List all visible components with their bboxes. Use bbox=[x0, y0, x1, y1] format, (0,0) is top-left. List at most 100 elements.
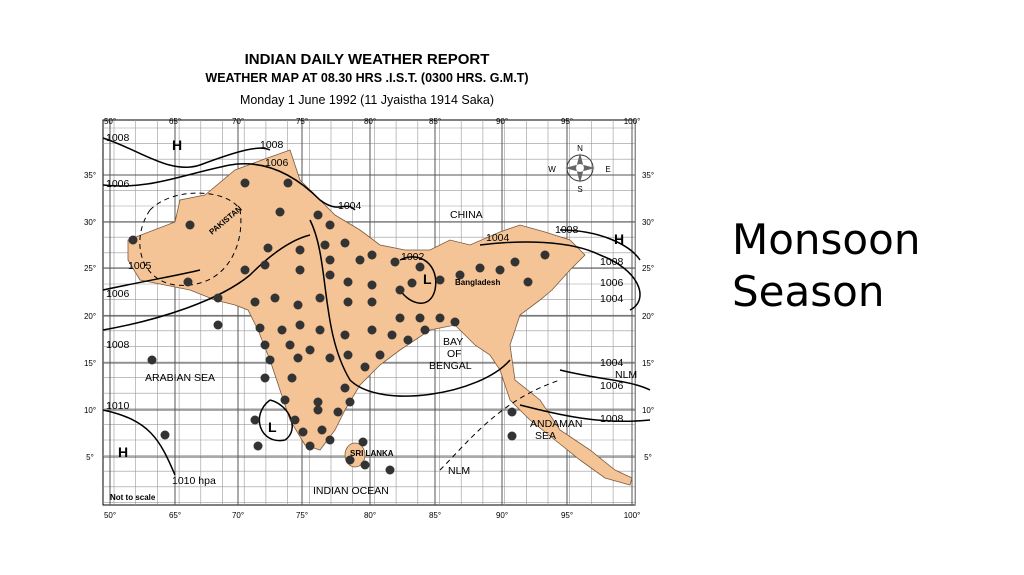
map-label: 1008 bbox=[600, 256, 624, 268]
station-dot bbox=[333, 407, 343, 417]
station-dot bbox=[305, 441, 315, 451]
station-dot bbox=[435, 275, 445, 285]
longitude-label: 50° bbox=[104, 117, 116, 126]
station-dot bbox=[275, 207, 285, 217]
longitude-label: 75° bbox=[296, 511, 308, 520]
station-dot bbox=[263, 243, 273, 253]
latitude-label: 20° bbox=[642, 312, 654, 321]
compass-label: E bbox=[605, 165, 610, 174]
station-dot bbox=[260, 373, 270, 383]
station-dot bbox=[293, 300, 303, 310]
map-label: SRI LANKA bbox=[350, 449, 394, 458]
map-label: SEA bbox=[535, 430, 556, 442]
map-label: CHINA bbox=[450, 209, 483, 221]
map-label: 1002 bbox=[401, 251, 425, 263]
station-dot bbox=[340, 330, 350, 340]
station-dot bbox=[358, 437, 368, 447]
station-dot bbox=[295, 265, 305, 275]
isobars bbox=[102, 137, 651, 476]
station-dot bbox=[343, 350, 353, 360]
latitude-label: 25° bbox=[84, 264, 96, 273]
longitude-label: 70° bbox=[232, 117, 244, 126]
compass-rose bbox=[565, 153, 595, 183]
map-label: H bbox=[614, 231, 624, 247]
station-dot bbox=[387, 330, 397, 340]
station-dot bbox=[407, 278, 417, 288]
station-dot bbox=[390, 257, 400, 267]
latitude-label: 25° bbox=[642, 264, 654, 273]
map-title: INDIAN DAILY WEATHER REPORT bbox=[245, 51, 490, 68]
station-dot bbox=[260, 340, 270, 350]
station-dot bbox=[343, 277, 353, 287]
station-dot bbox=[395, 313, 405, 323]
station-dot bbox=[360, 362, 370, 372]
station-dot bbox=[325, 435, 335, 445]
station-dot bbox=[415, 313, 425, 323]
station-dot bbox=[313, 210, 323, 220]
station-dot bbox=[213, 293, 223, 303]
map-label: Not to scale bbox=[110, 493, 156, 502]
station-dot bbox=[128, 235, 138, 245]
station-dot bbox=[540, 250, 550, 260]
longitude-label: 95° bbox=[561, 511, 573, 520]
dashed-lines bbox=[139, 192, 561, 471]
longitude-label: 65° bbox=[169, 117, 181, 126]
station-dot bbox=[495, 265, 505, 275]
station-dots bbox=[128, 178, 550, 475]
latitude-label: 15° bbox=[84, 359, 96, 368]
station-dot bbox=[325, 255, 335, 265]
map-label: OF bbox=[447, 348, 462, 360]
station-dot bbox=[420, 325, 430, 335]
station-dot bbox=[250, 297, 260, 307]
latitude-label: 5° bbox=[644, 453, 652, 462]
station-dot bbox=[295, 245, 305, 255]
station-dot bbox=[147, 355, 157, 365]
station-dot bbox=[360, 460, 370, 470]
latitude-label: 30° bbox=[84, 218, 96, 227]
station-dot bbox=[507, 431, 517, 441]
latitude-label: 20° bbox=[84, 312, 96, 321]
latitude-label: 5° bbox=[86, 453, 94, 462]
longitude-label: 85° bbox=[429, 511, 441, 520]
map-label: 1006 bbox=[600, 277, 624, 289]
station-dot bbox=[290, 415, 300, 425]
station-dot bbox=[270, 293, 280, 303]
station-dot bbox=[367, 250, 377, 260]
station-dot bbox=[355, 255, 365, 265]
map-label: 1010 hpa bbox=[172, 475, 216, 487]
station-dot bbox=[455, 270, 465, 280]
latitude-label: 35° bbox=[642, 171, 654, 180]
map-label: L bbox=[423, 271, 432, 287]
station-dot bbox=[315, 293, 325, 303]
map-label: 1006 bbox=[106, 288, 130, 300]
longitude-label: 50° bbox=[104, 511, 116, 520]
station-dot bbox=[325, 270, 335, 280]
map-label: 1006 bbox=[106, 178, 130, 190]
latitude-label: 10° bbox=[84, 406, 96, 415]
map-label: 1004 bbox=[338, 200, 362, 212]
map-label: 1008 bbox=[106, 339, 130, 351]
compass-label: N bbox=[577, 144, 583, 153]
station-dot bbox=[287, 373, 297, 383]
station-dot bbox=[340, 238, 350, 248]
map-label: 1008 bbox=[600, 413, 624, 425]
map-label: ARABIAN SEA bbox=[145, 372, 215, 384]
station-dot bbox=[160, 430, 170, 440]
station-dot bbox=[250, 415, 260, 425]
longitude-label: 70° bbox=[232, 511, 244, 520]
latitude-label: 15° bbox=[642, 359, 654, 368]
longitude-label: 100° bbox=[624, 117, 641, 126]
longitude-label: 95° bbox=[561, 117, 573, 126]
map-label: NLM bbox=[448, 465, 470, 477]
compass-label: W bbox=[548, 165, 556, 174]
latitude-label: 35° bbox=[84, 171, 96, 180]
station-dot bbox=[315, 325, 325, 335]
station-dot bbox=[320, 240, 330, 250]
station-dot bbox=[280, 395, 290, 405]
map-label: 1008 bbox=[106, 132, 130, 144]
station-dot bbox=[403, 335, 413, 345]
longitude-label: 80° bbox=[364, 511, 376, 520]
station-dot bbox=[265, 355, 275, 365]
weather-map: INDIAN DAILY WEATHER REPORT WEATHER MAP … bbox=[84, 51, 654, 520]
